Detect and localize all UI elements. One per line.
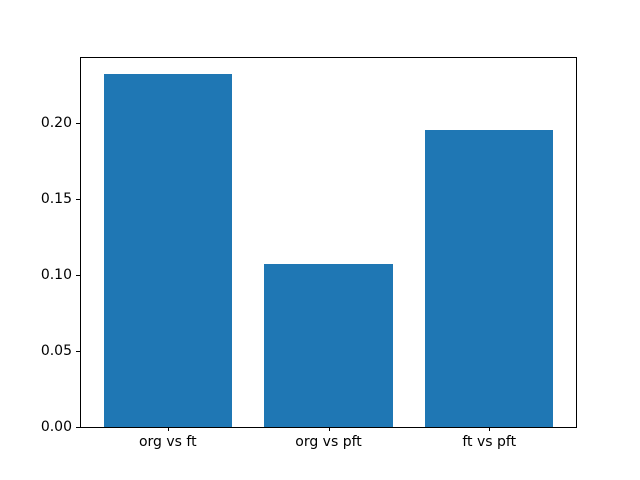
- y-axis-tick: [76, 198, 80, 200]
- y-axis-tick-label: 0.00: [40, 419, 72, 435]
- y-axis-tick-label: 0.05: [40, 342, 72, 359]
- bar-org-vs-pft: [264, 264, 393, 427]
- x-axis-tick: [328, 427, 330, 431]
- x-axis-tick: [167, 427, 169, 431]
- y-axis-tick: [76, 122, 80, 124]
- y-axis-tick-label: 0.20: [40, 114, 72, 131]
- bar-org-vs-ft: [103, 73, 233, 427]
- y-axis-tick: [76, 350, 80, 352]
- x-axis-tick-label: org vs ft: [138, 434, 197, 450]
- plot-area: [80, 57, 577, 428]
- x-axis-tick: [489, 427, 491, 431]
- y-axis-tick-label: 0.10: [40, 266, 72, 283]
- y-axis-tick-label: 0.15: [40, 190, 72, 207]
- bar-ft-vs-pft: [424, 130, 554, 427]
- x-axis-tick-label: org vs pft: [295, 434, 362, 450]
- y-axis-tick: [76, 274, 80, 276]
- y-axis-tick: [76, 427, 80, 428]
- x-axis-tick-label: ft vs pft: [462, 434, 517, 450]
